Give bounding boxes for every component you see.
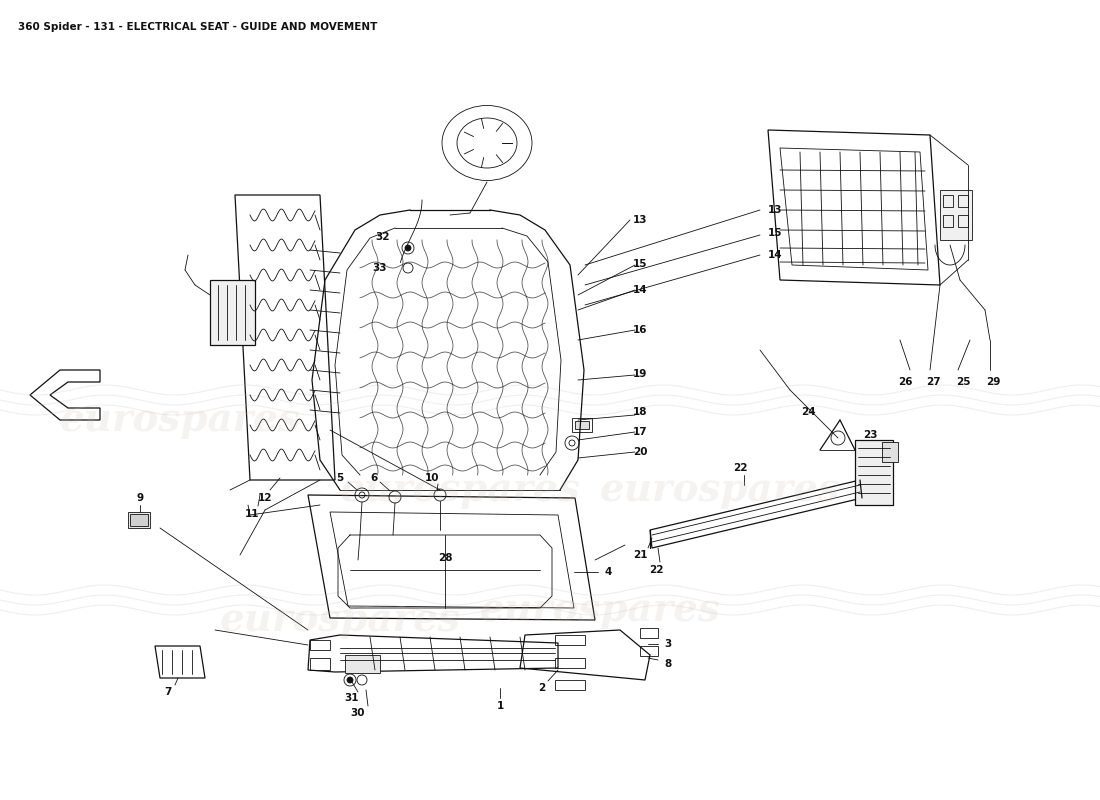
Text: 22: 22 xyxy=(649,565,663,575)
Bar xyxy=(556,635,585,645)
Text: 27: 27 xyxy=(926,377,940,387)
Text: eurospares: eurospares xyxy=(480,591,720,629)
Text: 20: 20 xyxy=(632,447,647,457)
Text: 10: 10 xyxy=(425,473,439,483)
Text: 33: 33 xyxy=(373,263,387,273)
Text: 15: 15 xyxy=(632,259,647,269)
Text: 360 Spider - 131 - ELECTRICAL SEAT - GUIDE AND MOVEMENT: 360 Spider - 131 - ELECTRICAL SEAT - GUI… xyxy=(18,22,377,32)
Text: 4: 4 xyxy=(604,567,612,577)
Text: 5: 5 xyxy=(337,473,343,483)
Text: 15: 15 xyxy=(768,228,782,238)
Text: 19: 19 xyxy=(632,369,647,379)
Text: 18: 18 xyxy=(632,407,647,417)
Text: 22: 22 xyxy=(733,463,747,473)
Text: eurospares: eurospares xyxy=(59,401,300,439)
Text: 11: 11 xyxy=(244,509,260,519)
Text: 30: 30 xyxy=(351,708,365,718)
Text: 28: 28 xyxy=(438,553,452,563)
Bar xyxy=(556,680,585,690)
Text: 17: 17 xyxy=(632,427,647,437)
Text: 31: 31 xyxy=(344,693,360,703)
Bar xyxy=(958,195,968,207)
Bar xyxy=(855,440,893,505)
Text: 3: 3 xyxy=(664,639,672,649)
Text: 26: 26 xyxy=(898,377,912,387)
Bar xyxy=(210,280,255,345)
Text: 7: 7 xyxy=(164,687,172,697)
Bar xyxy=(943,215,953,227)
Text: 25: 25 xyxy=(956,377,970,387)
Text: eurospares: eurospares xyxy=(600,471,840,509)
Text: 8: 8 xyxy=(664,659,672,669)
Circle shape xyxy=(405,245,411,251)
Text: 6: 6 xyxy=(371,473,377,483)
Text: 14: 14 xyxy=(768,250,782,260)
Text: 13: 13 xyxy=(768,205,782,215)
Text: 14: 14 xyxy=(632,285,647,295)
Bar xyxy=(958,215,968,227)
Bar xyxy=(556,658,585,668)
Bar xyxy=(575,421,589,429)
Text: 1: 1 xyxy=(496,701,504,711)
Text: 24: 24 xyxy=(801,407,815,417)
Bar xyxy=(130,514,148,526)
Text: eurospares: eurospares xyxy=(220,601,461,639)
Text: 32: 32 xyxy=(376,232,390,242)
Text: 16: 16 xyxy=(632,325,647,335)
Circle shape xyxy=(346,677,353,683)
Bar xyxy=(345,655,379,673)
Text: 21: 21 xyxy=(632,550,647,560)
Text: 12: 12 xyxy=(257,493,273,503)
Text: 13: 13 xyxy=(632,215,647,225)
Bar xyxy=(940,190,972,240)
Text: 9: 9 xyxy=(136,493,144,503)
Text: 2: 2 xyxy=(538,683,546,693)
Bar xyxy=(882,442,898,462)
Bar xyxy=(128,512,150,528)
Text: eurospares: eurospares xyxy=(340,471,581,509)
Bar xyxy=(943,195,953,207)
Text: 29: 29 xyxy=(986,377,1000,387)
Text: 23: 23 xyxy=(862,430,878,440)
Bar xyxy=(572,418,592,432)
